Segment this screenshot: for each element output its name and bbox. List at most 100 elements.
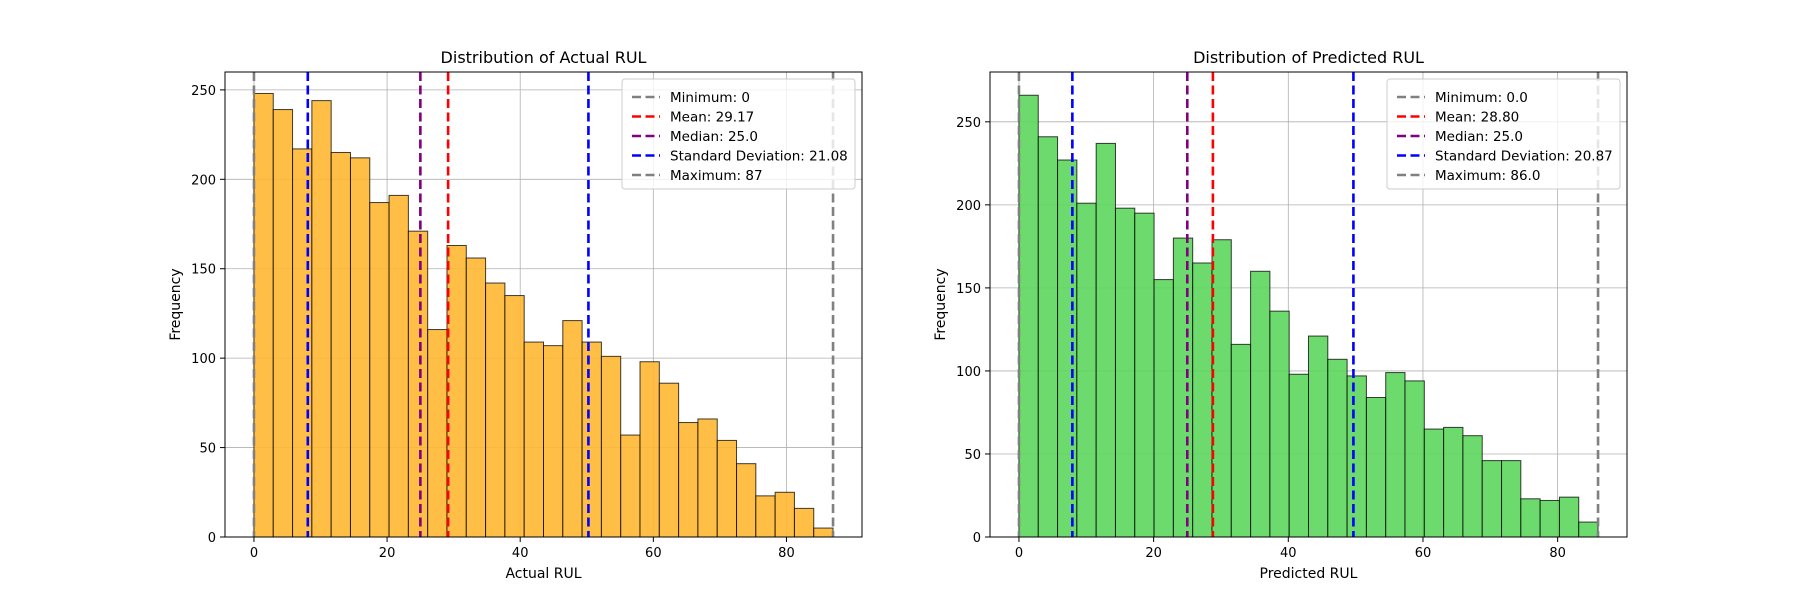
histogram-bar — [600, 355, 622, 538]
y-tick-label: 250 — [956, 116, 981, 131]
y-tick-label: 0 — [973, 531, 981, 546]
histogram-bar — [736, 463, 757, 538]
y-tick-label: 200 — [191, 173, 216, 188]
legend-label: Standard Deviation: 20.87 — [1435, 149, 1613, 165]
histogram-bar — [1501, 460, 1522, 538]
histogram-bar — [311, 100, 332, 538]
histogram-bar — [1211, 239, 1232, 538]
histogram-bar — [1462, 435, 1483, 538]
legend-label: Mean: 29.17 — [670, 110, 754, 126]
histogram-bar — [465, 257, 487, 538]
histogram-bar — [388, 194, 409, 538]
chart-panel-2: 0 20 40 60 80 0 50 100 150 200 250 Distribution of … — [933, 48, 1628, 582]
histogram-bar — [1018, 94, 1039, 538]
legend-label: Median: 25.0 — [670, 129, 758, 145]
histogram-bar — [678, 422, 699, 538]
axes-frame — [224, 71, 863, 538]
y-axis-label: Frequency — [933, 268, 949, 340]
histogram-bar — [1308, 335, 1329, 538]
y-axis-label: Frequency — [168, 268, 184, 340]
histogram-bar — [1578, 521, 1599, 538]
histogram-bar — [1153, 279, 1174, 538]
histogram-bar — [1192, 262, 1213, 538]
histogram-bar — [716, 439, 738, 538]
x-axis-label: Predicted RUL — [1260, 566, 1358, 582]
legend-label: Standard Deviation: 21.08 — [670, 149, 848, 165]
histogram-bar — [755, 495, 776, 538]
y-tick-label: 100 — [191, 352, 216, 367]
legend-label: Minimum: 0.0 — [1435, 90, 1528, 106]
axes-frame — [989, 71, 1628, 538]
legend-label: Median: 25.0 — [1435, 129, 1523, 145]
histogram-bar — [485, 282, 506, 538]
x-tick-label: 0 — [1015, 546, 1023, 561]
histogram-bar — [1423, 428, 1445, 538]
x-axis-label: Actual RUL — [505, 566, 581, 582]
histogram-bar — [543, 345, 564, 538]
y-tick-label: 0 — [208, 531, 216, 546]
histogram-bar — [1134, 212, 1155, 538]
histogram-bar — [1230, 343, 1252, 538]
histogram-bar — [349, 157, 371, 538]
histogram-bar — [1250, 270, 1271, 538]
histogram-bar — [272, 109, 294, 538]
histogram-bar — [658, 382, 680, 538]
histogram-bar — [1288, 373, 1309, 538]
histogram-bar — [1346, 375, 1367, 538]
histogram-bar — [1037, 136, 1059, 538]
y-tick-label: 50 — [964, 448, 981, 463]
histogram-bar — [446, 244, 467, 538]
y-tick-label: 200 — [956, 199, 981, 214]
x-tick-label: 0 — [250, 546, 258, 561]
histogram-bar — [427, 329, 448, 538]
x-tick-label: 40 — [1280, 546, 1297, 561]
legend-label: Maximum: 86.0 — [1435, 168, 1540, 184]
histogram-bar — [562, 320, 583, 538]
histogram-bar — [330, 151, 351, 538]
histogram-bar — [1076, 202, 1097, 538]
histogram-bar — [774, 491, 795, 538]
x-tick-label: 60 — [1415, 546, 1432, 561]
histogram-bar — [639, 361, 660, 538]
histogram-bar — [1327, 358, 1348, 538]
legend-label: Minimum: 0 — [670, 90, 750, 106]
chart-panel-1: 0 20 40 60 80 0 50 100 150 200 250 Distribution of … — [168, 48, 863, 582]
histogram-bar — [793, 507, 815, 538]
x-tick-label: 40 — [512, 546, 529, 561]
y-tick-label: 100 — [956, 365, 981, 380]
histogram-bar — [369, 202, 390, 538]
legend-box — [1386, 78, 1621, 190]
histogram-bar — [581, 341, 602, 538]
legend: Minimum: 0.0 Mean: 28.80 Median: 25.0 Stand… — [1386, 78, 1621, 190]
x-tick-label: 20 — [1145, 546, 1162, 561]
y-tick-label: 150 — [191, 263, 216, 278]
histogram-bar — [1269, 310, 1290, 538]
legend-box — [621, 78, 856, 190]
histogram-bar — [620, 434, 641, 538]
histogram-bar — [697, 418, 718, 538]
histogram-bar — [504, 295, 525, 538]
histogram-bar — [813, 527, 834, 538]
chart-title: Distribution of Actual RUL — [441, 48, 647, 67]
histogram-bar — [253, 92, 274, 538]
histogram-bar — [1365, 397, 1387, 538]
legend-label: Maximum: 87 — [670, 168, 763, 184]
histogram-bar — [523, 341, 544, 538]
x-tick-label: 60 — [645, 546, 662, 561]
x-tick-label: 20 — [379, 546, 396, 561]
histogram-bar — [1481, 460, 1503, 538]
histogram-bar — [1443, 426, 1464, 538]
histogram-bar — [1404, 380, 1425, 538]
y-tick-label: 150 — [956, 282, 981, 297]
histogram-bar — [407, 230, 429, 538]
histogram-bar — [1095, 142, 1116, 538]
histogram-bar — [1558, 496, 1580, 538]
legend-label: Mean: 28.80 — [1435, 110, 1519, 126]
y-tick-label: 250 — [191, 84, 216, 99]
histogram-bar — [1385, 372, 1406, 538]
legend: Minimum: 0 Mean: 29.17 Median: 25.0 Standar… — [621, 78, 856, 190]
x-tick-label: 80 — [1549, 546, 1566, 561]
chart-title: Distribution of Predicted RUL — [1193, 48, 1424, 67]
histogram-bar — [1539, 499, 1560, 538]
